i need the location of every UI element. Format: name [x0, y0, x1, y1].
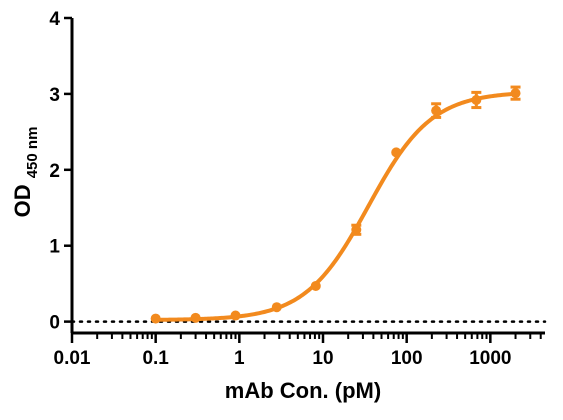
data-point	[351, 224, 362, 235]
y-axis-title: OD 450 nm	[10, 127, 41, 218]
y-tick-label: 1	[49, 237, 60, 258]
x-tick-label: 0.1	[142, 348, 169, 369]
data-point	[391, 147, 402, 158]
x-tick-label: 0.01	[54, 348, 91, 369]
x-tick-label: 1	[234, 348, 245, 369]
data-point	[310, 280, 321, 291]
y-tick-label: 0	[49, 313, 60, 334]
y-axis-title-subscript: 450 nm	[24, 127, 41, 179]
data-point	[230, 310, 241, 321]
data-point	[271, 302, 282, 313]
y-tick-label: 3	[49, 85, 60, 106]
data-point	[510, 88, 521, 99]
data-point	[150, 313, 161, 324]
fit-curve	[153, 91, 518, 322]
axes-layer: 0 1 2 3 4 0.01 0.1 1 10 100 1000	[49, 9, 545, 369]
data-point	[431, 105, 442, 116]
y-axis-title-main: OD	[10, 184, 35, 217]
x-axis-title: mAb Con. (pM)	[225, 378, 381, 403]
data-point	[190, 312, 201, 323]
x-tick-label: 100	[391, 348, 423, 369]
fit-curve-layer	[153, 91, 518, 322]
data-points-layer	[150, 85, 521, 324]
y-tick-label: 2	[49, 161, 60, 182]
x-tick-label: 1000	[469, 348, 511, 369]
y-tick-label: 4	[49, 9, 60, 30]
data-point	[471, 94, 482, 105]
x-tick-label: 10	[312, 348, 333, 369]
